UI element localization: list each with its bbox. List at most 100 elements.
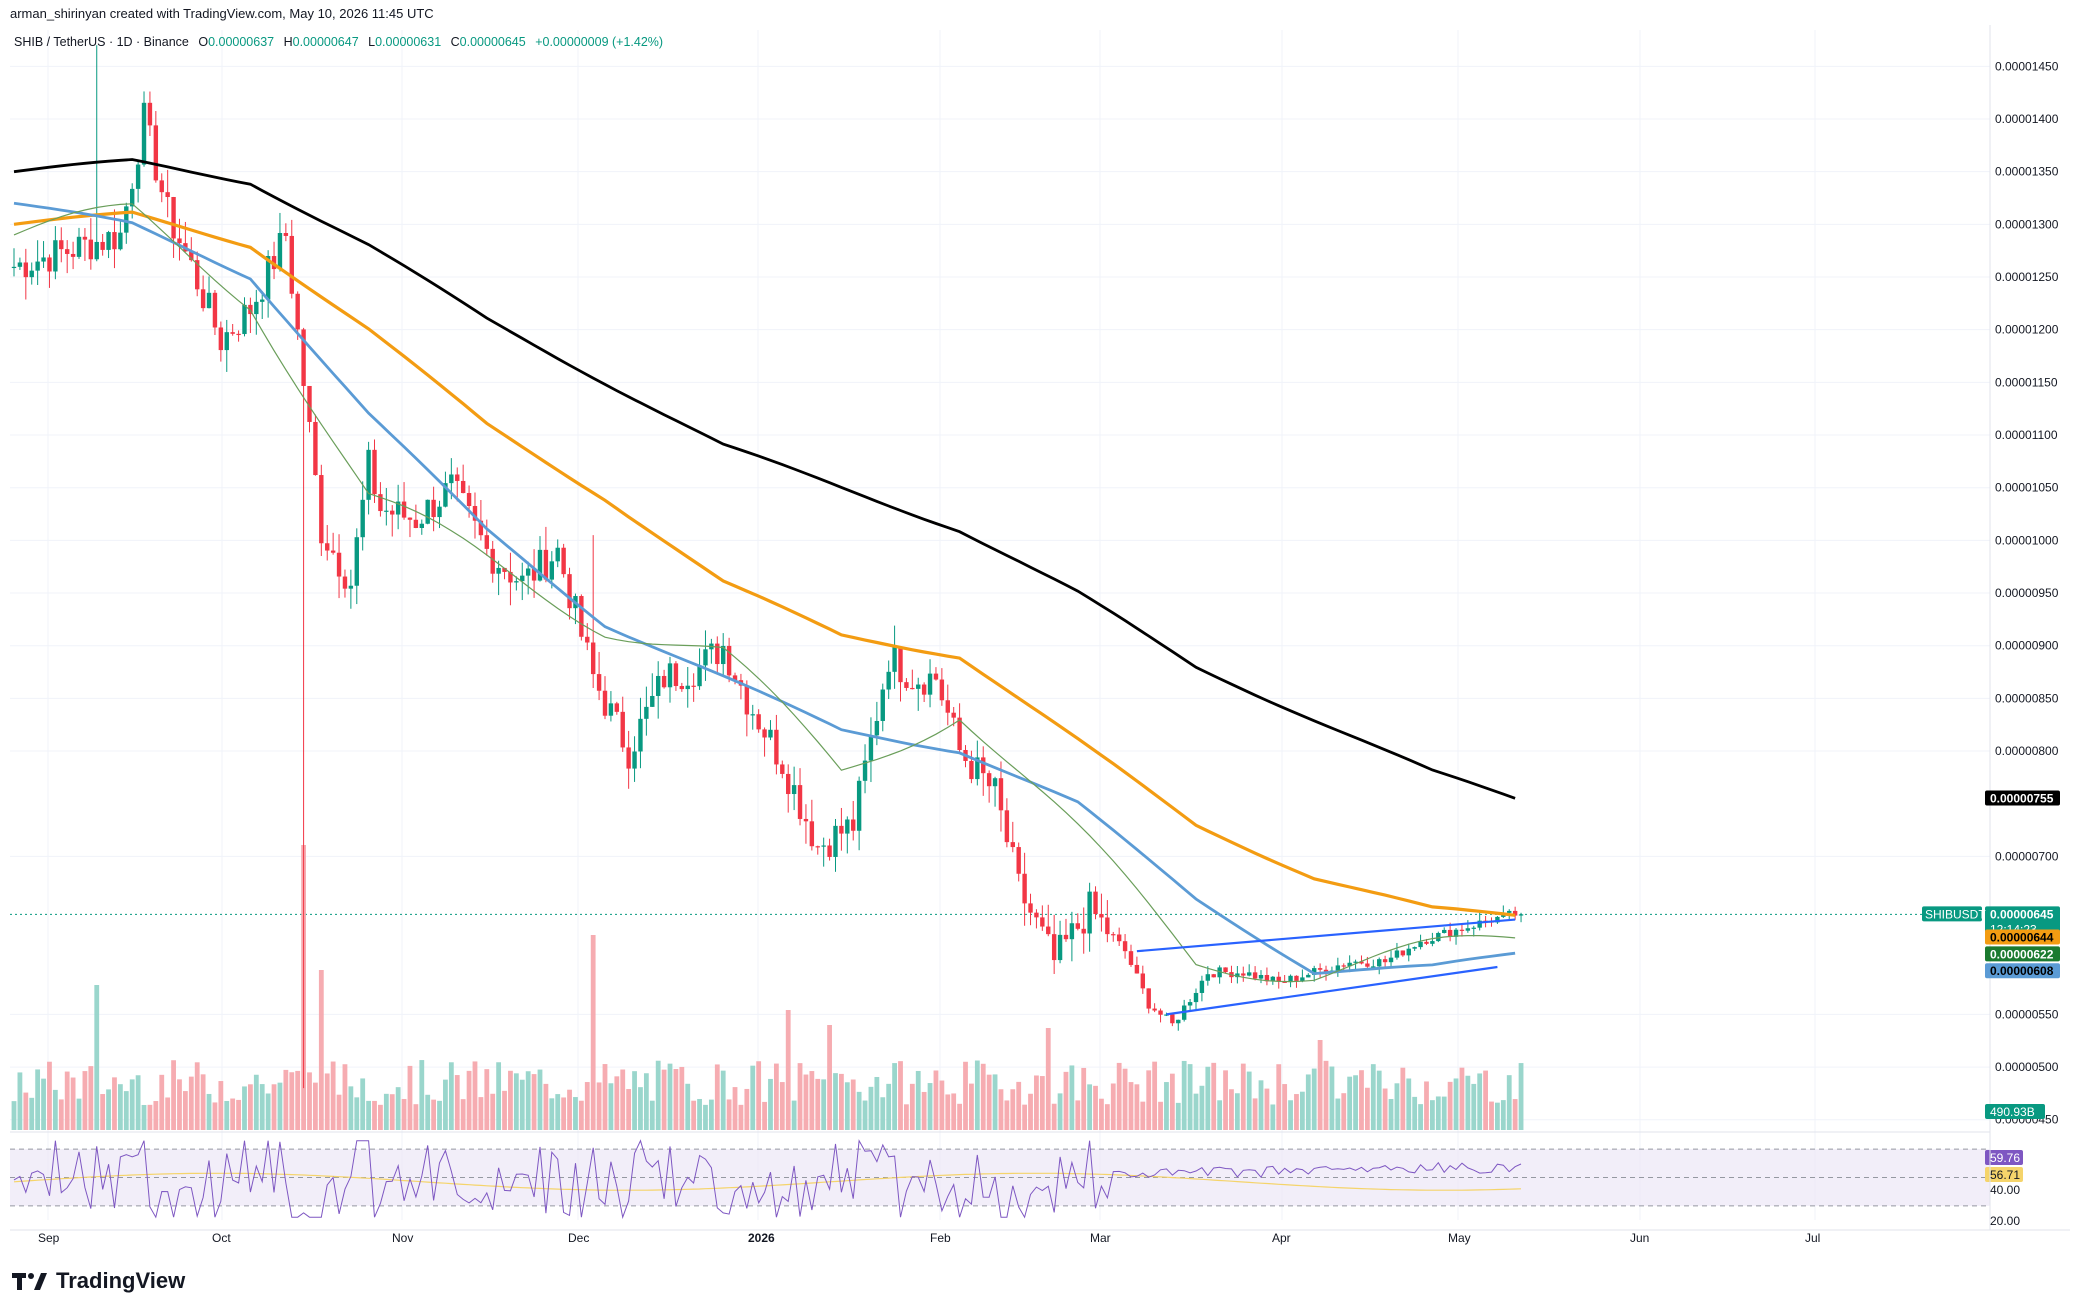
candle-body: [1442, 929, 1447, 933]
volume-bar: [58, 1099, 64, 1130]
volume-bar: [1294, 1094, 1299, 1130]
candle-body: [797, 785, 803, 819]
volume-bar: [295, 1070, 301, 1130]
candle-body: [1495, 916, 1500, 923]
volume-bar: [1447, 1081, 1453, 1130]
symbol-legend[interactable]: SHIB / TetherUS · 1D · Binance O0.000006…: [14, 35, 663, 49]
price-tick-label: 0.00000950: [1995, 586, 2059, 600]
volume-bar: [974, 1060, 980, 1130]
volume-bar: [1364, 1087, 1370, 1130]
candle-body: [1063, 934, 1069, 940]
candle-body: [141, 102, 147, 165]
volume-bar: [655, 1060, 661, 1130]
candle-body: [1436, 932, 1441, 942]
tradingview-logo[interactable]: TradingView: [12, 1268, 185, 1294]
price-axis[interactable]: 0.00001450 0.00001400 0.00001350 0.00001300…: [1989, 25, 2059, 1230]
candle-body: [195, 260, 200, 290]
candle-body: [851, 819, 856, 831]
candle-body: [401, 501, 407, 518]
time-tick-label: May: [1448, 1231, 1471, 1245]
volume-bar: [1264, 1088, 1270, 1130]
volume-bar: [1412, 1096, 1418, 1130]
candle-body: [1217, 967, 1222, 978]
price-tag: [1985, 946, 2060, 962]
candle-body: [620, 711, 625, 748]
candle-body: [862, 760, 868, 781]
candle-body: [1447, 929, 1453, 937]
volume-bar: [478, 1097, 484, 1130]
candle-body: [1418, 941, 1423, 948]
ma20-line: [13, 203, 1516, 983]
candle-body: [886, 671, 891, 690]
candle-body: [1371, 966, 1376, 968]
volume-bar: [1075, 1100, 1081, 1130]
volume-bar: [933, 1070, 939, 1130]
candle-body: [1335, 965, 1341, 971]
volume-bar: [153, 1101, 159, 1130]
volume-bar: [1329, 1066, 1335, 1130]
volume-bar: [720, 1070, 726, 1130]
candle-body: [1075, 923, 1080, 929]
time-tick-label: 2026: [748, 1231, 775, 1245]
volume-bar: [537, 1069, 543, 1130]
volume-bar: [602, 1064, 608, 1130]
trendline: [1136, 918, 1516, 953]
volume-bar: [691, 1100, 697, 1130]
candle-body: [1252, 972, 1258, 979]
volume-bar: [1158, 1101, 1163, 1130]
time-axis[interactable]: Sep Oct Nov Dec 2026 Feb Mar Apr May Jun Jul: [10, 1229, 2070, 1245]
candle-body: [1430, 941, 1435, 944]
candle-body: [520, 575, 525, 582]
volume-bar: [342, 1064, 348, 1130]
candle-body: [549, 561, 555, 580]
candle-body: [248, 304, 253, 315]
candle-body: [1022, 873, 1027, 904]
symbol-tag: [1922, 906, 1982, 922]
volume-tag-label: 490.93B: [1990, 1105, 2035, 1119]
candle-body: [525, 568, 531, 576]
volume-bar: [992, 1074, 998, 1130]
volume-bar: [490, 1093, 496, 1130]
candle-body: [661, 675, 667, 688]
candle-body: [508, 571, 513, 583]
candle-body: [856, 780, 862, 831]
candle-body: [969, 760, 974, 780]
candle-body: [756, 714, 761, 730]
candle-body: [744, 685, 750, 715]
candle-body: [455, 474, 460, 481]
volume-bar: [608, 1083, 614, 1130]
volume-bar: [35, 1069, 41, 1130]
volume-bar: [620, 1069, 626, 1130]
candle-body: [307, 385, 312, 422]
trendlines[interactable]: [1136, 918, 1516, 1016]
candle-body: [1211, 974, 1216, 978]
candle-body: [11, 266, 17, 269]
candle-body: [951, 712, 956, 718]
candle-body: [691, 685, 696, 687]
candle-body: [478, 520, 484, 536]
volume-bar: [112, 1077, 117, 1130]
candle-body: [1282, 981, 1287, 983]
price-tick-label: 0.00001450: [1995, 59, 2059, 73]
candle-body: [833, 825, 838, 857]
volume-bar: [466, 1070, 472, 1130]
time-tick-label: Nov: [392, 1231, 413, 1245]
volume-bar: [1199, 1085, 1205, 1130]
volume-bar: [313, 1082, 318, 1130]
volume-bar: [372, 1100, 377, 1130]
volume-bar: [23, 1092, 29, 1130]
price-tag: [1985, 790, 2060, 806]
volume-bar: [324, 1073, 330, 1130]
volume-bar: [259, 1084, 265, 1130]
symbol-name[interactable]: SHIB / TetherUS · 1D · Binance: [14, 35, 189, 49]
volume-bars: [11, 845, 1524, 1130]
candle-body: [561, 547, 566, 575]
volume-bar: [330, 1061, 336, 1130]
volume-bar: [47, 1061, 52, 1130]
candle-body: [165, 192, 170, 198]
volume-bar: [277, 1082, 283, 1130]
volume-bar: [862, 1100, 868, 1130]
candle-body: [502, 567, 507, 572]
